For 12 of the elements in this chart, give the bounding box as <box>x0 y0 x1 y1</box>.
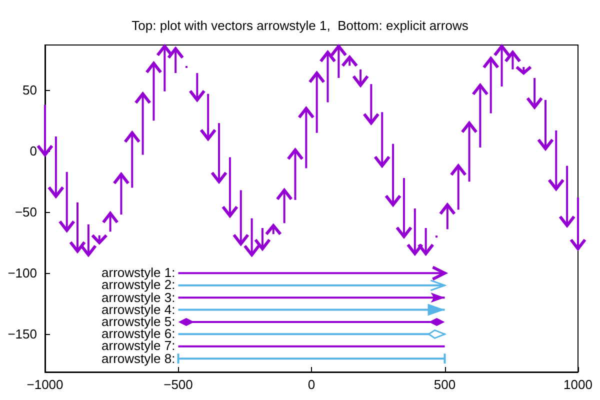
y-tick-label: 50 <box>22 82 37 98</box>
x-tick-label: −1000 <box>26 377 64 392</box>
x-tick-label: −500 <box>164 377 193 392</box>
y-tick-label: −150 <box>8 326 37 342</box>
x-tick-label: 0 <box>308 377 316 392</box>
annotation: arrowstyle 1: <box>102 265 176 280</box>
x-tick-label: 500 <box>434 377 456 392</box>
y-tick-label: 0 <box>30 144 37 159</box>
y-tick-label: −100 <box>8 266 37 281</box>
chart-title: Top: plot with vectors arrowstyle 1, Bottom: explicit arrows <box>132 18 469 33</box>
y-tick-label: −50 <box>14 204 37 220</box>
x-tick-label: 1000 <box>564 377 592 392</box>
